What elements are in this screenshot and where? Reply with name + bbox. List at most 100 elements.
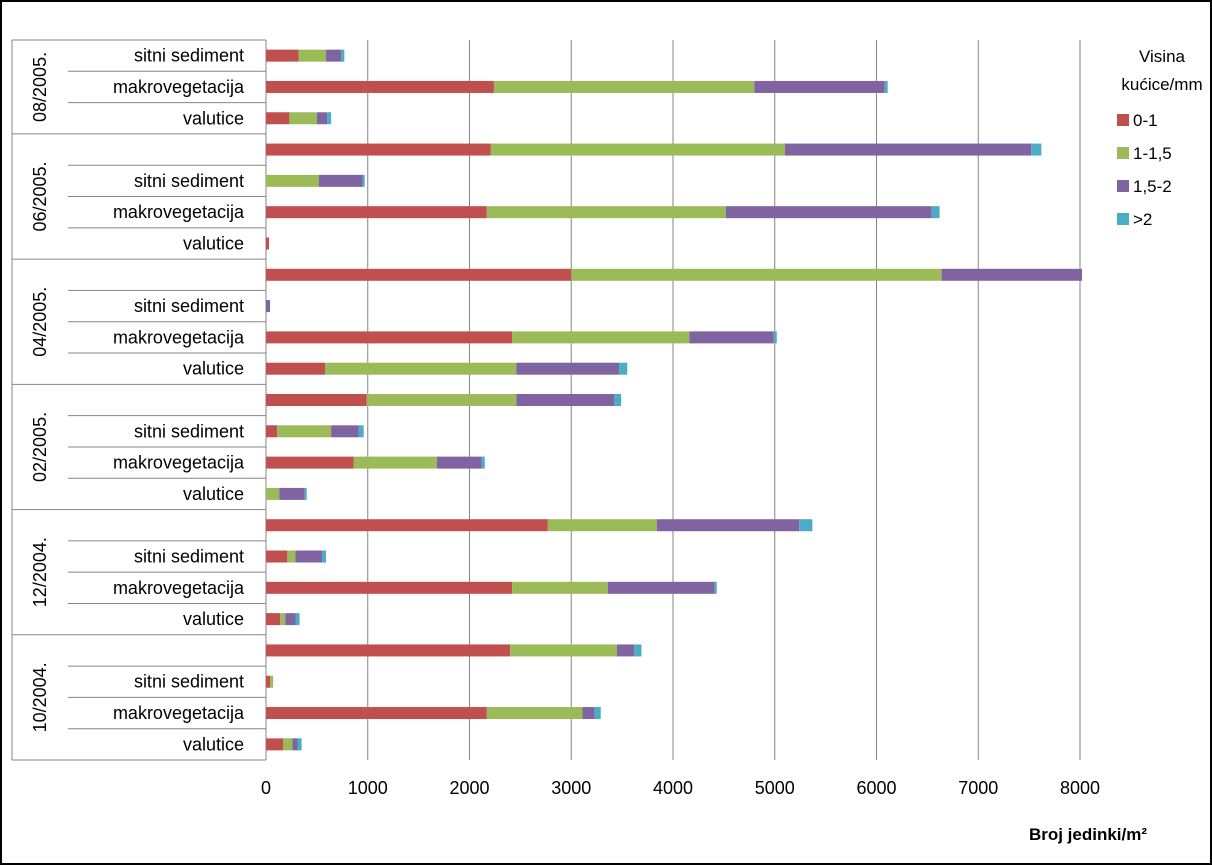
bar-segment <box>280 613 286 626</box>
bar-segment <box>289 112 317 125</box>
bar-segment <box>493 80 755 93</box>
bar-segment <box>318 174 363 187</box>
bar-segment <box>266 675 271 688</box>
bar-segment <box>617 644 635 657</box>
bar-segment <box>277 425 332 438</box>
legend: Visina kućice/mm 0-1 1-1,5 1,5-2 >2 <box>1117 47 1203 229</box>
row-label: makrovegetacija <box>113 703 245 723</box>
bar-segment <box>799 519 813 532</box>
x-tick-label: 2000 <box>449 778 489 798</box>
bar-segment <box>266 206 487 219</box>
bar-segment <box>266 331 513 344</box>
bar-segment <box>481 456 485 469</box>
bar-segment <box>634 644 642 657</box>
x-tick-label: 4000 <box>653 778 693 798</box>
bar-segment <box>341 49 345 62</box>
legend-swatch <box>1117 147 1129 159</box>
group-label: 06/2005. <box>30 161 50 231</box>
bar-segment <box>266 707 487 720</box>
bar-segment <box>266 49 299 62</box>
bar-segment <box>547 519 657 532</box>
bar-segment <box>266 300 271 313</box>
legend-swatch <box>1117 180 1129 192</box>
bar-segment <box>594 707 601 720</box>
legend-title-line1: Visina <box>1139 47 1186 66</box>
bar-segment <box>266 174 319 187</box>
row-label: sitni sediment <box>134 672 244 692</box>
row-label: valutice <box>183 484 244 504</box>
bar-segment <box>266 613 281 626</box>
legend-swatch <box>1117 213 1129 225</box>
bar-segment <box>292 738 298 751</box>
bar-segment <box>510 644 618 657</box>
bar-segment <box>266 112 290 125</box>
bar-segment <box>283 738 293 751</box>
bar-segment <box>571 268 942 281</box>
bar-segment <box>266 237 270 250</box>
x-axis-title: Broj jedinki/m² <box>1029 825 1147 844</box>
row-label: makrovegetacija <box>113 453 245 473</box>
bar-segment <box>266 738 284 751</box>
row-label: makrovegetacija <box>113 77 245 97</box>
bar-segment <box>266 362 326 375</box>
x-tick-label: 3000 <box>551 778 591 798</box>
bar-segment <box>486 707 583 720</box>
bar-segment <box>486 206 726 219</box>
bar-segment <box>353 456 437 469</box>
bar-segment <box>689 331 774 344</box>
bar-segment <box>266 80 494 93</box>
x-tick-label: 1000 <box>348 778 388 798</box>
bar-segment <box>297 738 302 751</box>
row-label: sitni sediment <box>134 46 244 66</box>
bars <box>266 49 1083 751</box>
x-tick-label: 7000 <box>958 778 998 798</box>
bar-segment <box>784 143 1032 156</box>
bar-segment <box>516 362 620 375</box>
group-label: 10/2004. <box>30 662 50 732</box>
bar-segment <box>266 143 491 156</box>
row-label: makrovegetacija <box>113 202 245 222</box>
bar-segment <box>1031 143 1042 156</box>
row-label: sitni sediment <box>134 547 244 567</box>
x-tick-label: 8000 <box>1060 778 1100 798</box>
bar-segment <box>490 143 785 156</box>
bar-segment <box>331 425 359 438</box>
bar-segment <box>358 425 364 438</box>
bar-segment <box>279 487 305 500</box>
bar-segment <box>436 456 482 469</box>
bar-segment <box>884 80 888 93</box>
bar-segment <box>295 613 300 626</box>
bar-segment <box>287 550 296 563</box>
legend-title-line2: kućice/mm <box>1121 75 1202 94</box>
bar-segment <box>266 644 511 657</box>
bar-segment <box>266 456 354 469</box>
x-tick-label: 0 <box>261 778 271 798</box>
bar-segment <box>285 613 296 626</box>
bar-segment <box>270 675 274 688</box>
legend-label: 1-1,5 <box>1133 144 1172 163</box>
group-label: 08/2005. <box>30 52 50 122</box>
bar-segment <box>512 331 690 344</box>
bar-segment <box>656 519 800 532</box>
bar-segment <box>619 362 628 375</box>
row-label: sitni sediment <box>134 421 244 441</box>
bar-segment <box>327 112 332 125</box>
bar-segment <box>941 268 1083 281</box>
bar-segment <box>316 112 328 125</box>
group-label: 04/2005. <box>30 287 50 357</box>
row-label: sitni sediment <box>134 296 244 316</box>
row-label: valutice <box>183 108 244 128</box>
bar-segment <box>321 550 327 563</box>
bar-segment <box>266 394 367 406</box>
bar-segment <box>931 206 940 219</box>
bar-segment <box>725 206 932 219</box>
row-label: valutice <box>183 609 244 629</box>
row-label: valutice <box>183 359 244 379</box>
bar-segment <box>266 487 280 500</box>
bar-segment <box>607 581 715 594</box>
bar-segment <box>266 519 548 532</box>
bar-segment <box>304 487 307 500</box>
row-label: valutice <box>183 233 244 253</box>
group-label: 12/2004. <box>30 537 50 607</box>
